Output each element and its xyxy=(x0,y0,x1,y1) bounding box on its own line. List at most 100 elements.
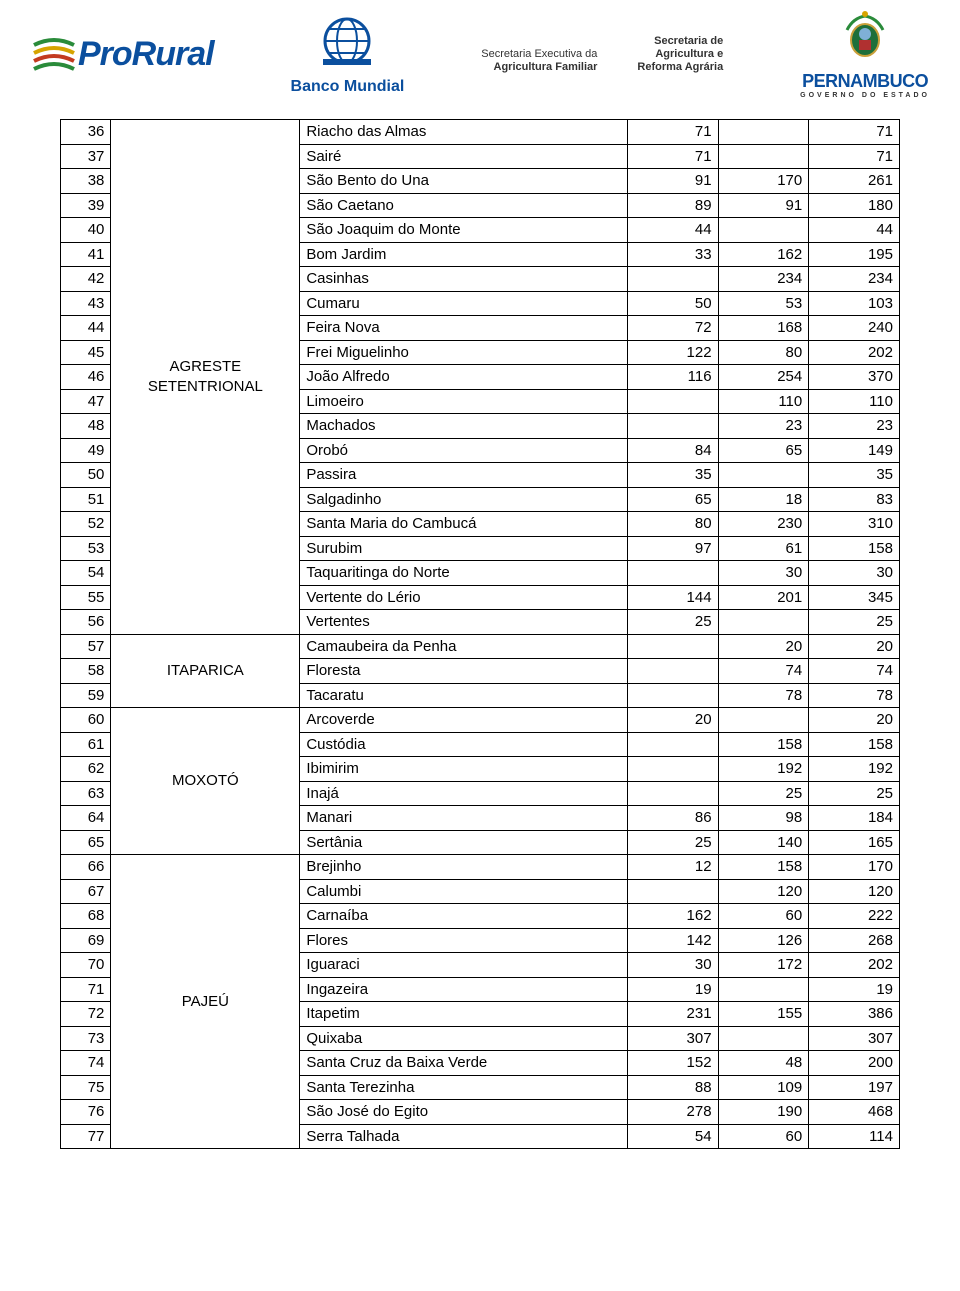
value-cell-v2: 18 xyxy=(718,487,809,512)
value-cell-v2: 98 xyxy=(718,806,809,831)
municipality-cell: Feira Nova xyxy=(300,316,628,341)
municipality-cell: Itapetim xyxy=(300,1002,628,1027)
sec-exec: Secretaria Executiva da Agricultura Fami… xyxy=(481,48,597,74)
row-index: 70 xyxy=(61,953,111,978)
table-row: 60MOXOTÓArcoverde2020 xyxy=(61,708,900,733)
row-index: 47 xyxy=(61,389,111,414)
municipality-cell: São Bento do Una xyxy=(300,169,628,194)
value-cell-v3: 20 xyxy=(809,708,900,733)
value-cell-v2: 168 xyxy=(718,316,809,341)
row-index: 61 xyxy=(61,732,111,757)
municipality-cell: Surubim xyxy=(300,536,628,561)
row-index: 45 xyxy=(61,340,111,365)
row-index: 46 xyxy=(61,365,111,390)
municipality-cell: Sairé xyxy=(300,144,628,169)
municipality-cell: Casinhas xyxy=(300,267,628,292)
municipality-cell: São Joaquim do Monte xyxy=(300,218,628,243)
municipality-cell: Vertente do Lério xyxy=(300,585,628,610)
globe-icon xyxy=(319,13,375,74)
row-index: 73 xyxy=(61,1026,111,1051)
value-cell-v1 xyxy=(627,757,718,782)
row-index: 49 xyxy=(61,438,111,463)
municipality-cell: João Alfredo xyxy=(300,365,628,390)
value-cell-v2: 155 xyxy=(718,1002,809,1027)
row-index: 63 xyxy=(61,781,111,806)
value-cell-v2: 74 xyxy=(718,659,809,684)
value-cell-v2 xyxy=(718,218,809,243)
value-cell-v3: 195 xyxy=(809,242,900,267)
value-cell-v2: 20 xyxy=(718,634,809,659)
prorural-logo: ProRural xyxy=(30,31,214,79)
municipality-cell: Ibimirim xyxy=(300,757,628,782)
value-cell-v3: 165 xyxy=(809,830,900,855)
value-cell-v2: 30 xyxy=(718,561,809,586)
row-index: 36 xyxy=(61,120,111,145)
value-cell-v3: 44 xyxy=(809,218,900,243)
value-cell-v3: 149 xyxy=(809,438,900,463)
table-row: 36AGRESTESETENTRIONALRiacho das Almas717… xyxy=(61,120,900,145)
sec-exec-line2: Agricultura Familiar xyxy=(494,61,598,73)
value-cell-v3: 120 xyxy=(809,879,900,904)
value-cell-v3: 158 xyxy=(809,536,900,561)
value-cell-v1: 97 xyxy=(627,536,718,561)
value-cell-v1: 142 xyxy=(627,928,718,953)
municipality-cell: Machados xyxy=(300,414,628,439)
value-cell-v1: 231 xyxy=(627,1002,718,1027)
municipality-cell: Ingazeira xyxy=(300,977,628,1002)
value-cell-v3: 158 xyxy=(809,732,900,757)
value-cell-v3: 74 xyxy=(809,659,900,684)
municipality-cell: Manari xyxy=(300,806,628,831)
row-index: 38 xyxy=(61,169,111,194)
value-cell-v1 xyxy=(627,879,718,904)
value-cell-v1: 35 xyxy=(627,463,718,488)
municipality-cell: Flores xyxy=(300,928,628,953)
value-cell-v2 xyxy=(718,463,809,488)
municipality-cell: Quixaba xyxy=(300,1026,628,1051)
page-header: ProRural Banco Mundial Secretaria Execut… xyxy=(0,0,960,119)
row-index: 72 xyxy=(61,1002,111,1027)
municipality-cell: Cumaru xyxy=(300,291,628,316)
value-cell-v3: 268 xyxy=(809,928,900,953)
value-cell-v2: 170 xyxy=(718,169,809,194)
row-index: 40 xyxy=(61,218,111,243)
value-cell-v2: 201 xyxy=(718,585,809,610)
region-cell: PAJEÚ xyxy=(111,855,300,1149)
value-cell-v3: 170 xyxy=(809,855,900,880)
value-cell-v2: 60 xyxy=(718,904,809,929)
pernambuco-text: PERNAMBUCO xyxy=(802,71,928,92)
value-cell-v2 xyxy=(718,977,809,1002)
sec-ara-line1: Secretaria de xyxy=(654,35,723,47)
value-cell-v1: 44 xyxy=(627,218,718,243)
value-cell-v2: 140 xyxy=(718,830,809,855)
value-cell-v3: 234 xyxy=(809,267,900,292)
value-cell-v3: 192 xyxy=(809,757,900,782)
value-cell-v2 xyxy=(718,610,809,635)
value-cell-v3: 110 xyxy=(809,389,900,414)
value-cell-v3: 71 xyxy=(809,120,900,145)
value-cell-v1 xyxy=(627,389,718,414)
value-cell-v1: 50 xyxy=(627,291,718,316)
value-cell-v3: 83 xyxy=(809,487,900,512)
value-cell-v1 xyxy=(627,732,718,757)
value-cell-v2: 254 xyxy=(718,365,809,390)
municipality-cell: Arcoverde xyxy=(300,708,628,733)
value-cell-v2: 192 xyxy=(718,757,809,782)
municipality-cell: Riacho das Almas xyxy=(300,120,628,145)
value-cell-v2: 65 xyxy=(718,438,809,463)
value-cell-v1: 72 xyxy=(627,316,718,341)
value-cell-v3: 197 xyxy=(809,1075,900,1100)
value-cell-v2: 234 xyxy=(718,267,809,292)
value-cell-v3: 19 xyxy=(809,977,900,1002)
value-cell-v1: 71 xyxy=(627,120,718,145)
row-index: 59 xyxy=(61,683,111,708)
value-cell-v3: 78 xyxy=(809,683,900,708)
value-cell-v1: 91 xyxy=(627,169,718,194)
municipality-cell: Orobó xyxy=(300,438,628,463)
value-cell-v2 xyxy=(718,144,809,169)
value-cell-v1: 89 xyxy=(627,193,718,218)
value-cell-v1: 144 xyxy=(627,585,718,610)
value-cell-v1 xyxy=(627,267,718,292)
value-cell-v2: 61 xyxy=(718,536,809,561)
secretaria-block: Secretaria Executiva da Agricultura Fami… xyxy=(481,35,723,75)
region-cell: AGRESTESETENTRIONAL xyxy=(111,120,300,635)
